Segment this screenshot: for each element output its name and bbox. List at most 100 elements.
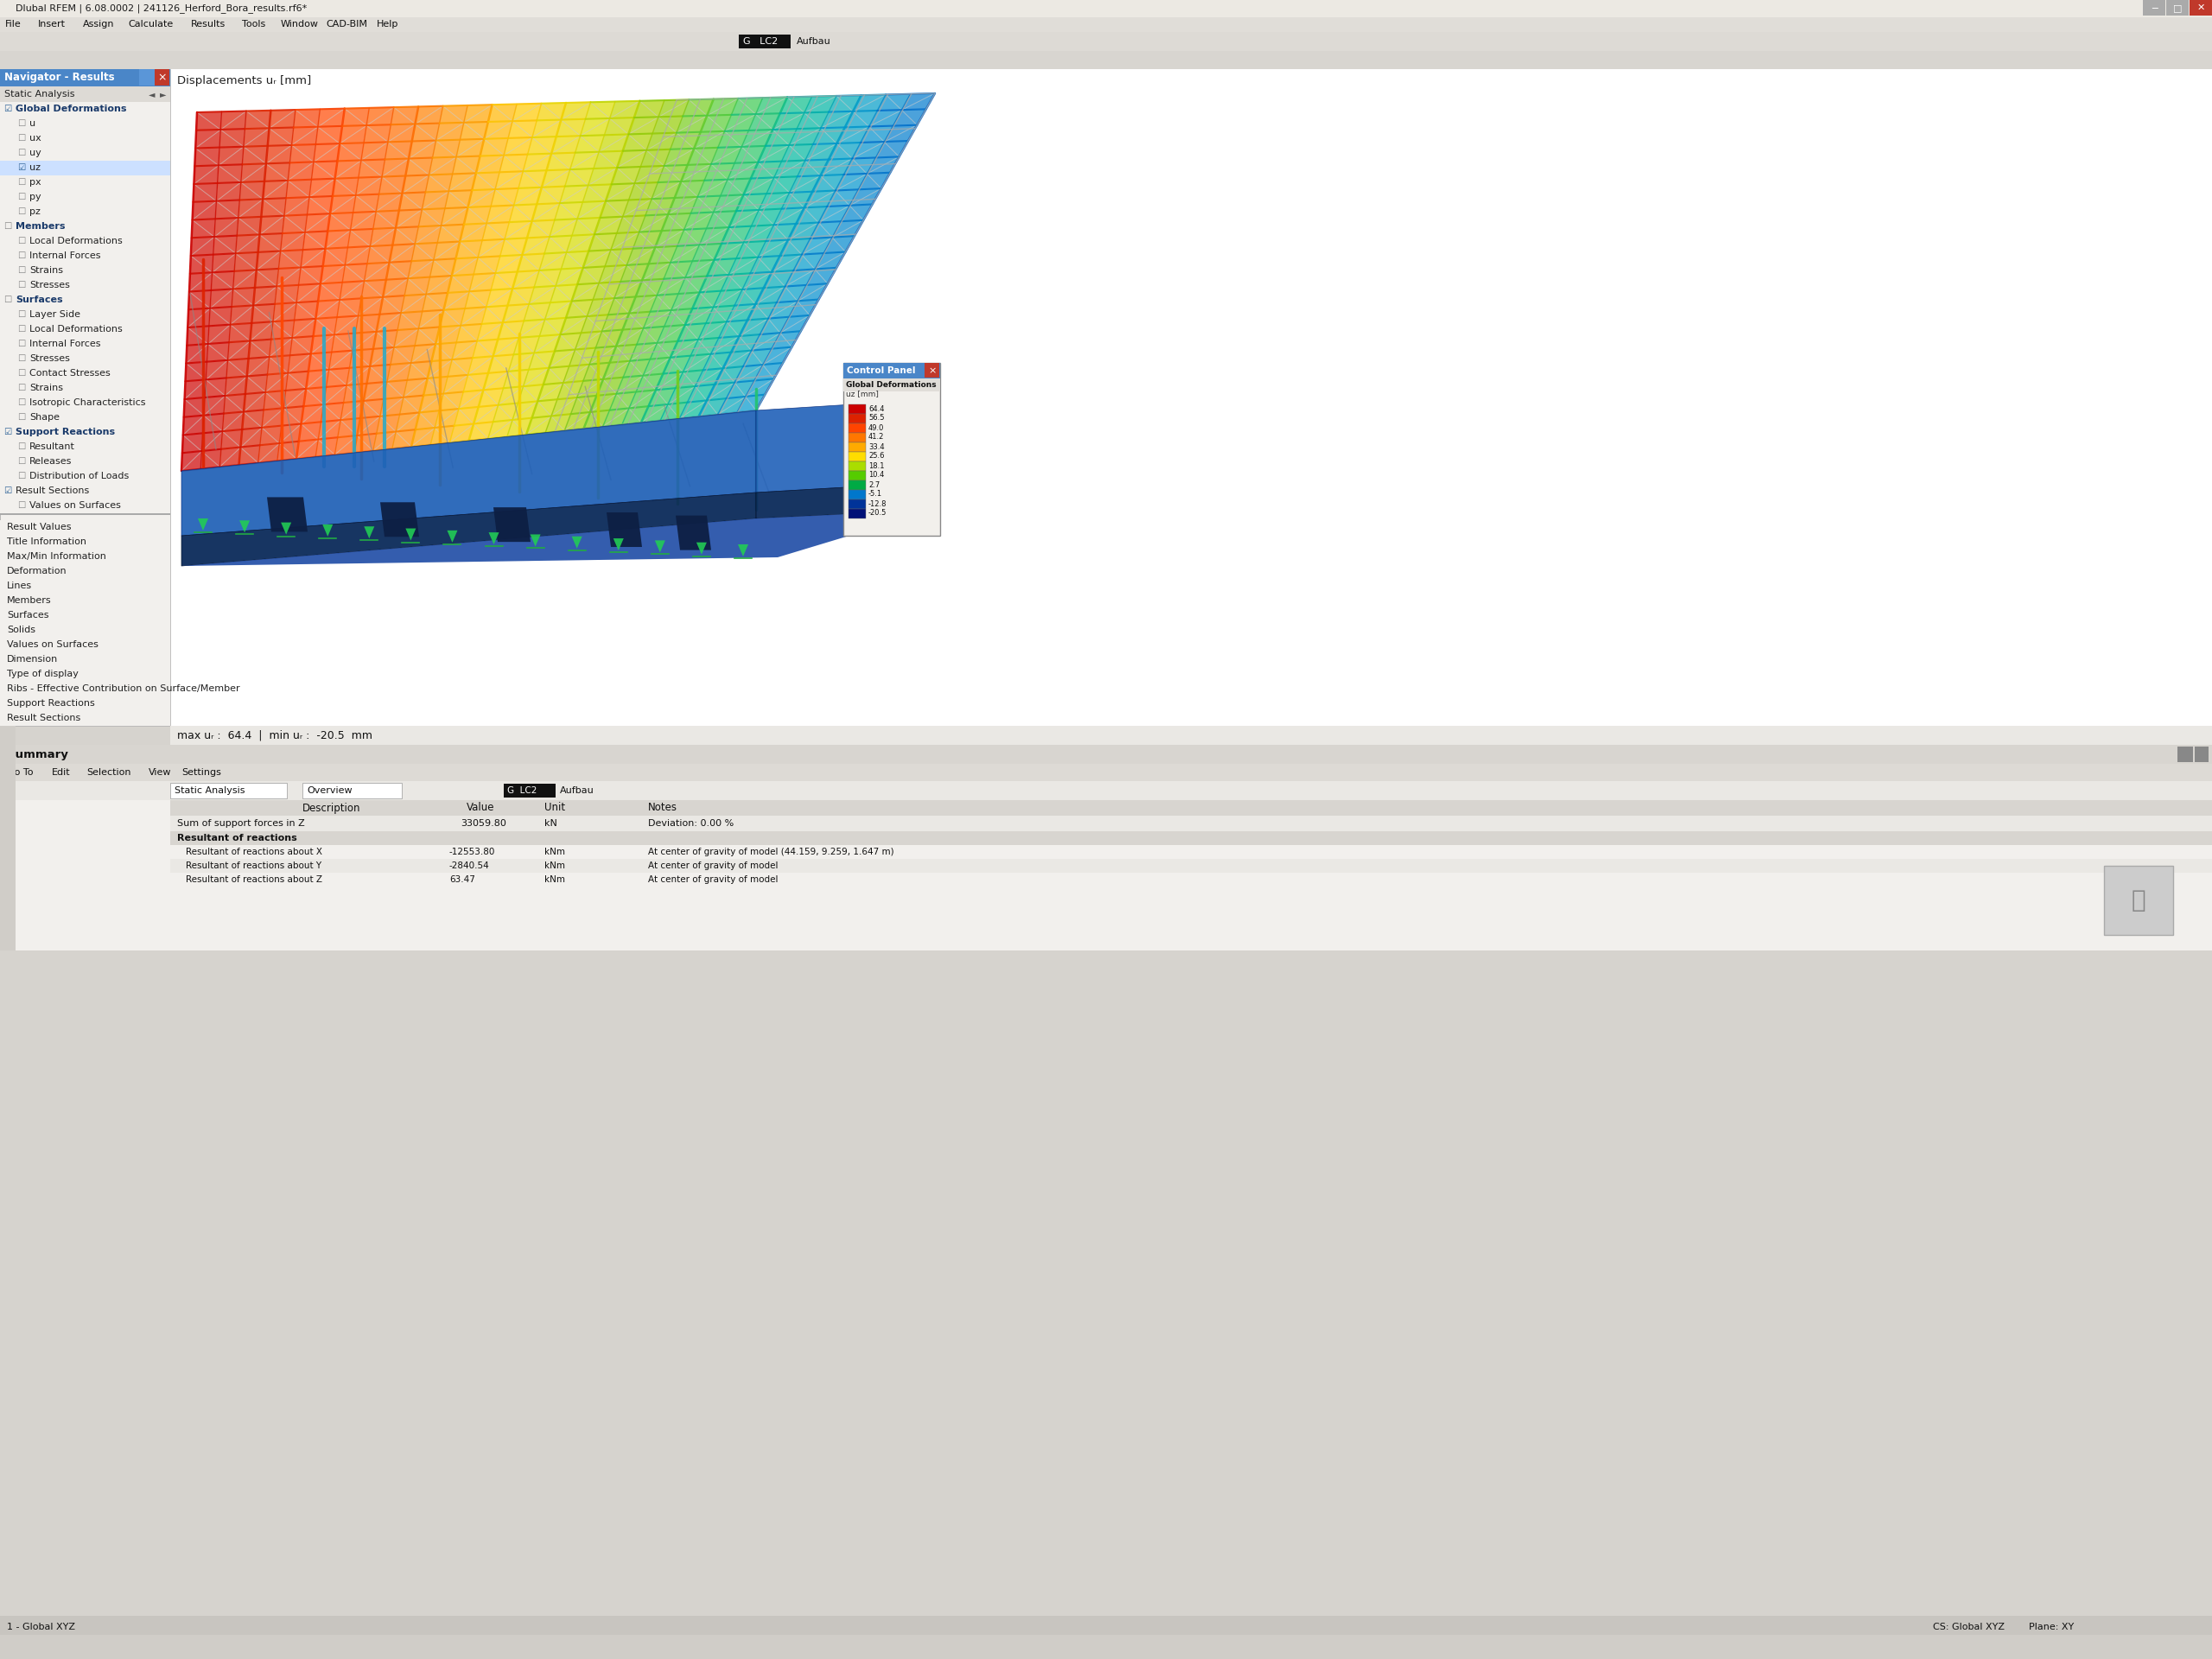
- Text: ☐: ☐: [4, 222, 11, 231]
- Polygon shape: [246, 111, 270, 129]
- Text: At center of gravity of model: At center of gravity of model: [648, 876, 779, 884]
- Polygon shape: [206, 378, 226, 398]
- Bar: [0, 951, 2212, 1659]
- Polygon shape: [737, 241, 765, 259]
- Text: kNm: kNm: [544, 876, 564, 884]
- Text: Global Deformations: Global Deformations: [15, 105, 126, 113]
- Polygon shape: [595, 330, 622, 348]
- Polygon shape: [195, 166, 219, 184]
- Text: 1 - Global XYZ: 1 - Global XYZ: [7, 1623, 75, 1631]
- Polygon shape: [836, 126, 869, 143]
- Polygon shape: [380, 503, 418, 538]
- Polygon shape: [221, 430, 241, 450]
- Polygon shape: [588, 234, 617, 251]
- Polygon shape: [681, 164, 710, 181]
- Polygon shape: [560, 186, 588, 202]
- Polygon shape: [564, 411, 591, 431]
- Text: Stresses: Stresses: [29, 355, 71, 363]
- Polygon shape: [841, 204, 872, 221]
- Polygon shape: [425, 174, 453, 192]
- Text: ☐: ☐: [18, 207, 24, 216]
- Polygon shape: [728, 163, 759, 179]
- Polygon shape: [611, 168, 641, 184]
- Polygon shape: [434, 139, 460, 158]
- Bar: [0, 410, 170, 425]
- Polygon shape: [416, 226, 440, 244]
- Polygon shape: [604, 118, 635, 134]
- Polygon shape: [617, 328, 644, 347]
- Bar: [0, 1616, 2212, 1634]
- Bar: [0, 219, 170, 234]
- Polygon shape: [571, 284, 599, 302]
- Polygon shape: [429, 158, 456, 174]
- Bar: [0, 307, 170, 322]
- Polygon shape: [628, 295, 657, 314]
- Text: ☐: ☐: [18, 355, 24, 363]
- Polygon shape: [447, 274, 473, 294]
- Polygon shape: [239, 445, 261, 465]
- Polygon shape: [411, 123, 440, 141]
- Text: ☐: ☐: [18, 501, 24, 509]
- Polygon shape: [677, 116, 708, 133]
- Polygon shape: [458, 390, 484, 408]
- Bar: [0, 549, 170, 564]
- Bar: [0, 191, 170, 204]
- Polygon shape: [679, 400, 706, 418]
- Bar: [170, 873, 2212, 886]
- Polygon shape: [356, 178, 383, 196]
- Polygon shape: [276, 441, 299, 461]
- Polygon shape: [854, 95, 885, 111]
- Text: Distribution of Loads: Distribution of Loads: [29, 471, 128, 481]
- Polygon shape: [411, 428, 436, 446]
- Polygon shape: [796, 159, 830, 176]
- Bar: [843, 363, 940, 378]
- Polygon shape: [830, 95, 860, 113]
- Polygon shape: [343, 383, 367, 403]
- Polygon shape: [765, 224, 796, 241]
- Polygon shape: [790, 299, 818, 317]
- Polygon shape: [613, 539, 624, 551]
- Bar: [0, 667, 170, 682]
- Text: Dimension: Dimension: [7, 655, 58, 664]
- Text: ✕: ✕: [2197, 3, 2205, 12]
- Polygon shape: [352, 332, 376, 350]
- Polygon shape: [228, 340, 250, 360]
- Polygon shape: [551, 398, 577, 416]
- Polygon shape: [661, 403, 688, 420]
- Bar: [849, 451, 865, 461]
- Text: uy: uy: [29, 149, 42, 158]
- Polygon shape: [586, 299, 615, 317]
- Polygon shape: [670, 246, 699, 262]
- Polygon shape: [622, 312, 650, 330]
- Text: Shape: Shape: [29, 413, 60, 421]
- Text: 25.6: 25.6: [869, 453, 885, 460]
- Text: ☐: ☐: [18, 471, 24, 481]
- Polygon shape: [781, 315, 810, 333]
- Polygon shape: [469, 189, 495, 207]
- Polygon shape: [195, 148, 219, 166]
- Polygon shape: [805, 191, 836, 207]
- Polygon shape: [573, 217, 599, 236]
- Polygon shape: [263, 181, 288, 199]
- Bar: [0, 294, 170, 307]
- Text: ×: ×: [929, 367, 936, 375]
- Polygon shape: [544, 236, 573, 254]
- Polygon shape: [611, 392, 637, 410]
- Bar: [0, 637, 170, 652]
- Polygon shape: [460, 307, 487, 325]
- Polygon shape: [268, 128, 294, 146]
- Polygon shape: [664, 309, 692, 327]
- Polygon shape: [582, 184, 611, 202]
- Bar: [303, 783, 403, 798]
- Text: Sum of support forces in Z: Sum of support forces in Z: [177, 820, 305, 828]
- Polygon shape: [759, 144, 790, 163]
- Bar: [843, 378, 940, 392]
- Polygon shape: [385, 141, 411, 159]
- Polygon shape: [743, 348, 772, 367]
- Polygon shape: [294, 109, 321, 128]
- Text: Values on Surfaces: Values on Surfaces: [7, 640, 97, 649]
- Polygon shape: [456, 139, 484, 158]
- Polygon shape: [396, 413, 420, 431]
- Polygon shape: [796, 206, 827, 224]
- Polygon shape: [659, 100, 688, 116]
